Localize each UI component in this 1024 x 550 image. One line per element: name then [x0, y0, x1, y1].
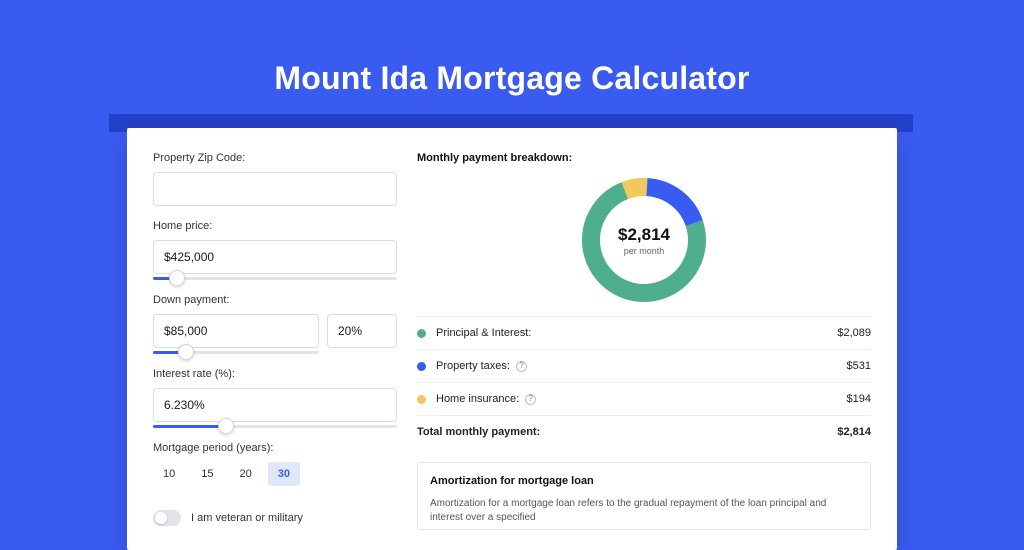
legend-row: Principal & Interest:$2,089 — [417, 316, 871, 349]
total-label: Total monthly payment: — [417, 426, 837, 438]
help-icon[interactable]: ? — [525, 394, 536, 405]
legend-dot — [417, 395, 426, 404]
period-option-20[interactable]: 20 — [230, 462, 262, 486]
period-group: 1015 2030 — [153, 462, 397, 486]
down-payment-input[interactable] — [153, 314, 319, 348]
donut-chart-container: $2,814 per month — [417, 170, 871, 316]
amortization-card: Amortization for mortgage loan Amortizat… — [417, 462, 871, 530]
donut-sub: per month — [624, 246, 665, 256]
zip-label: Property Zip Code: — [153, 152, 397, 164]
total-value: $2,814 — [837, 426, 871, 438]
home-price-label: Home price: — [153, 220, 397, 232]
total-row: Total monthly payment: $2,814 — [417, 415, 871, 448]
home-price-input[interactable] — [153, 240, 397, 274]
calculator-panel: Property Zip Code: Home price: Down paym… — [127, 128, 897, 550]
toggle-knob — [155, 512, 167, 524]
donut-amount: $2,814 — [618, 225, 670, 245]
legend-value: $531 — [847, 360, 871, 372]
down-payment-label: Down payment: — [153, 294, 397, 306]
period-option-15[interactable]: 15 — [191, 462, 223, 486]
interest-slider[interactable] — [153, 425, 397, 428]
interest-label: Interest rate (%): — [153, 368, 397, 380]
results-column: Monthly payment breakdown: $2,814 per mo… — [397, 152, 871, 530]
inputs-column: Property Zip Code: Home price: Down paym… — [153, 152, 397, 530]
down-payment-pct-input[interactable] — [327, 314, 397, 348]
amortization-body: Amortization for a mortgage loan refers … — [430, 497, 858, 525]
period-label: Mortgage period (years): — [153, 442, 397, 454]
home-price-slider[interactable] — [153, 277, 397, 280]
legend-value: $194 — [847, 393, 871, 405]
legend-value: $2,089 — [837, 327, 871, 339]
veteran-label: I am veteran or military — [191, 512, 303, 524]
period-option-30[interactable]: 30 — [268, 462, 300, 486]
legend-row: Home insurance:?$194 — [417, 382, 871, 415]
amortization-title: Amortization for mortgage loan — [430, 475, 858, 487]
legend-label: Home insurance:? — [436, 393, 847, 405]
legend-row: Property taxes:?$531 — [417, 349, 871, 382]
page-title: Mount Ida Mortgage Calculator — [0, 0, 1024, 125]
legend: Principal & Interest:$2,089Property taxe… — [417, 316, 871, 415]
down-payment-slider[interactable] — [153, 351, 319, 354]
legend-dot — [417, 362, 426, 371]
legend-dot — [417, 329, 426, 338]
legend-label: Property taxes:? — [436, 360, 847, 372]
period-option-10[interactable]: 10 — [153, 462, 185, 486]
donut-chart: $2,814 per month — [582, 178, 706, 302]
help-icon[interactable]: ? — [516, 361, 527, 372]
breakdown-title: Monthly payment breakdown: — [417, 152, 871, 164]
legend-label: Principal & Interest: — [436, 327, 837, 339]
interest-input[interactable] — [153, 388, 397, 422]
zip-input[interactable] — [153, 172, 397, 206]
donut-center: $2,814 per month — [582, 178, 706, 302]
veteran-toggle[interactable] — [153, 510, 181, 526]
